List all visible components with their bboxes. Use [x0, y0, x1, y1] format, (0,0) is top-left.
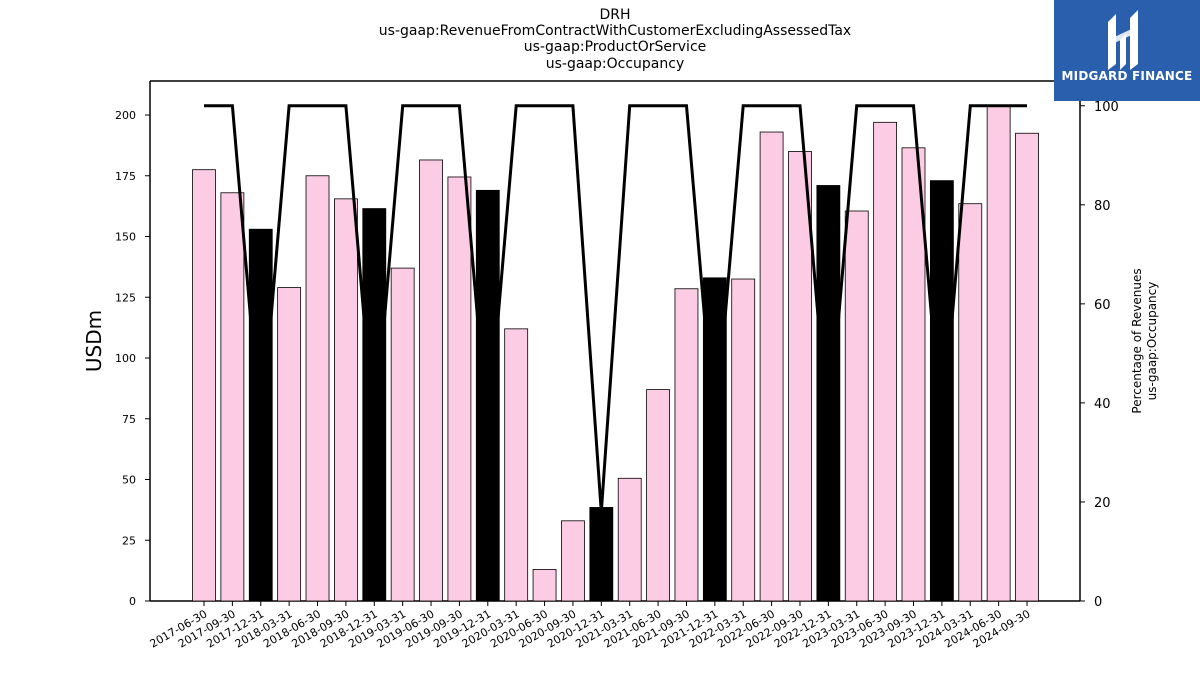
bar [844, 210, 869, 602]
chart-title-member: us-gaap:Occupancy [545, 56, 685, 72]
y-axis-label: USDm [82, 310, 106, 372]
bar [362, 208, 387, 602]
chart-title-concept: us-gaap:RevenueFromContractWithCustomerE… [378, 23, 852, 39]
y-tick-label: 50 [122, 474, 136, 487]
bar [248, 228, 273, 602]
bar [589, 507, 614, 602]
y-tick-label: 200 [115, 109, 136, 122]
bar [390, 267, 415, 602]
y2-axis-label-line2: us-gaap:Occupancy [1145, 282, 1159, 401]
y2-tick-label: 20 [1094, 496, 1111, 511]
bar [1015, 132, 1039, 602]
bar [419, 159, 443, 602]
bar [873, 121, 898, 602]
bar [617, 477, 642, 602]
y-tick-label: 0 [129, 595, 136, 608]
y2-axis-label-line1: Percentage of Revenues [1130, 268, 1144, 413]
y2-tick-label: 60 [1094, 298, 1111, 313]
chart-title-ticker: DRH [599, 7, 631, 23]
y2-tick-label: 80 [1094, 199, 1111, 214]
y-tick-label: 100 [115, 352, 136, 365]
y-tick-label: 175 [115, 170, 136, 183]
y-tick-label: 25 [122, 534, 136, 547]
y-tick-label: 150 [115, 231, 136, 244]
bar [532, 569, 557, 602]
bar [929, 180, 954, 602]
bar [788, 151, 812, 602]
midgard-logo-mark-icon [1108, 10, 1138, 70]
bar [192, 169, 216, 602]
y-tick-label: 75 [122, 413, 136, 426]
series-line [204, 104, 1027, 513]
y2-tick-label: 100 [1094, 100, 1119, 115]
y2-tick-label: 40 [1094, 397, 1111, 412]
chart-title-axis: us-gaap:ProductOrService [523, 39, 707, 55]
bar [646, 389, 670, 602]
bar [277, 287, 302, 602]
bar [333, 198, 358, 602]
midgard-finance-logo: MIDGARD FINANCE [1054, 0, 1200, 101]
y2-tick-label: 0 [1094, 595, 1102, 610]
bar [816, 185, 841, 602]
bar [986, 104, 1011, 602]
bar [561, 520, 585, 602]
bar [759, 131, 784, 602]
y-tick-label: 125 [115, 291, 136, 304]
logo-text: MIDGARD FINANCE [1061, 69, 1193, 83]
bar [220, 192, 245, 602]
bar [447, 176, 472, 602]
bar [958, 203, 983, 602]
bar [674, 288, 699, 602]
bar [475, 189, 500, 602]
bar [305, 175, 330, 602]
bar [731, 278, 756, 602]
bar [504, 328, 529, 602]
